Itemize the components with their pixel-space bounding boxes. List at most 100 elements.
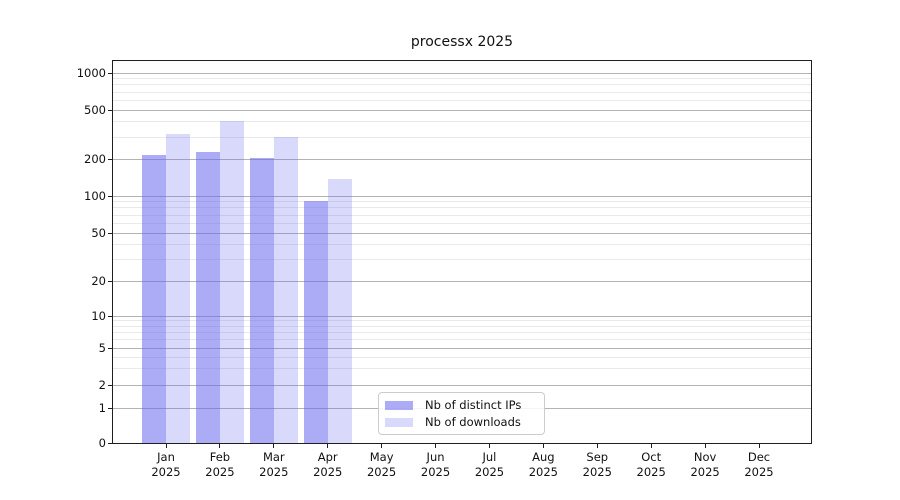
x-label-month: Feb: [209, 450, 231, 464]
legend-swatch-downloads: [385, 418, 413, 427]
legend: Nb of distinct IPs Nb of downloads: [378, 392, 545, 435]
bar-distinct-ips-feb: [195, 151, 220, 443]
y-tick-label-100: 100: [84, 189, 106, 203]
y-gridline-minor-7: [113, 331, 811, 333]
y-gridline-major-1000: [113, 72, 811, 74]
y-gridline-minor-80: [113, 207, 811, 209]
y-gridline-major-200: [113, 158, 811, 160]
y-gridline-minor-9: [113, 320, 811, 322]
y-gridline-minor-400: [113, 121, 811, 123]
x-tick-may: [381, 444, 383, 448]
bar-downloads-feb: [219, 120, 244, 443]
y-tick-label-20: 20: [91, 274, 106, 288]
y-tick-100: [108, 195, 112, 197]
y-gridline-major-20: [113, 280, 811, 282]
x-label-year: 2025: [744, 465, 774, 479]
x-label-month: Nov: [693, 450, 717, 464]
x-label-month: May: [369, 450, 394, 464]
x-tick-label-sep: Sep 2025: [565, 450, 629, 480]
y-tick-500: [108, 109, 112, 111]
bar-downloads-jan: [166, 133, 190, 443]
x-label-month: Jan: [157, 450, 175, 464]
y-tick-label-1: 1: [98, 401, 106, 415]
legend-label-downloads: Nb of downloads: [425, 415, 521, 429]
y-tick-1000: [108, 72, 112, 74]
x-label-year: 2025: [528, 465, 558, 479]
x-label-year: 2025: [690, 465, 720, 479]
x-label-year: 2025: [474, 465, 505, 479]
x-label-month: Oct: [641, 450, 662, 464]
bar-distinct-ips-mar: [249, 158, 274, 443]
x-label-year: 2025: [420, 465, 451, 479]
y-tick-5: [108, 347, 112, 349]
x-tick-label-nov: Nov 2025: [673, 450, 737, 480]
x-tick-jan: [165, 444, 167, 448]
bar-distinct-ips-apr: [303, 201, 328, 443]
x-label-month: Jul: [482, 450, 497, 464]
y-tick-2: [108, 384, 112, 386]
x-tick-jul: [488, 444, 490, 448]
y-gridline-minor-30: [113, 259, 811, 261]
y-gridline-major-5: [113, 347, 811, 349]
x-tick-aug: [542, 444, 544, 448]
x-tick-label-aug: Aug 2025: [511, 450, 575, 480]
y-gridline-minor-60: [113, 222, 811, 224]
legend-swatch-distinct-ips: [385, 401, 413, 410]
x-tick-mar: [273, 444, 275, 448]
bar-downloads-apr: [327, 178, 352, 443]
x-tick-label-mar: Mar 2025: [242, 450, 306, 480]
y-tick-label-500: 500: [84, 103, 106, 117]
x-label-year: 2025: [151, 465, 181, 479]
y-gridline-major-10: [113, 315, 811, 317]
y-gridline-minor-600: [113, 99, 811, 101]
x-label-year: 2025: [636, 465, 666, 479]
x-tick-label-apr: Apr 2025: [296, 450, 360, 480]
x-label-month: Apr: [317, 450, 338, 464]
legend-label-distinct-ips: Nb of distinct IPs: [425, 398, 522, 412]
y-gridline-minor-6: [113, 339, 811, 341]
y-tick-label-1000: 1000: [76, 66, 106, 80]
x-tick-sep: [596, 444, 598, 448]
y-tick-label-10: 10: [91, 309, 106, 323]
x-label-month: Jun: [426, 450, 445, 464]
y-gridline-minor-700: [113, 91, 811, 93]
y-gridline-minor-70: [113, 214, 811, 216]
x-tick-feb: [219, 444, 221, 448]
x-tick-jun: [435, 444, 437, 448]
x-tick-label-may: May 2025: [350, 450, 414, 480]
x-tick-label-jun: Jun 2025: [404, 450, 468, 480]
y-tick-label-5: 5: [98, 341, 106, 355]
y-gridline-minor-4: [113, 356, 811, 358]
y-gridline-major-100: [113, 195, 811, 197]
legend-item-downloads: Nb of downloads: [385, 415, 536, 430]
x-tick-apr: [327, 444, 329, 448]
x-label-month: Aug: [532, 450, 555, 464]
y-gridline-minor-300: [113, 136, 811, 138]
y-tick-50: [108, 232, 112, 234]
plot-spine-right: [811, 60, 812, 444]
y-tick-label-200: 200: [84, 152, 106, 166]
y-gridline-minor-90: [113, 201, 811, 203]
x-label-year: 2025: [366, 465, 397, 479]
x-label-year: 2025: [205, 465, 235, 479]
x-tick-label-jan: Jan 2025: [134, 450, 198, 480]
x-tick-label-oct: Oct 2025: [619, 450, 683, 480]
y-gridline-minor-40: [113, 244, 811, 246]
plot-spine-top: [112, 60, 812, 61]
x-tick-label-dec: Dec 2025: [727, 450, 791, 480]
x-tick-label-jul: Jul 2025: [457, 450, 521, 480]
y-tick-label-50: 50: [91, 226, 106, 240]
y-tick-10: [108, 315, 112, 317]
y-tick-200: [108, 158, 112, 160]
y-tick-label-0: 0: [98, 436, 106, 450]
chart-title: processx 2025: [410, 34, 514, 50]
y-gridline-major-2: [113, 384, 811, 386]
y-tick-label-2: 2: [98, 378, 106, 392]
y-gridline-major-50: [113, 232, 811, 234]
y-gridline-minor-900: [113, 78, 811, 80]
x-label-year: 2025: [313, 465, 343, 479]
plot-spine-left: [112, 60, 113, 444]
bar-distinct-ips-jan: [142, 155, 166, 443]
x-label-month: Sep: [586, 450, 609, 464]
